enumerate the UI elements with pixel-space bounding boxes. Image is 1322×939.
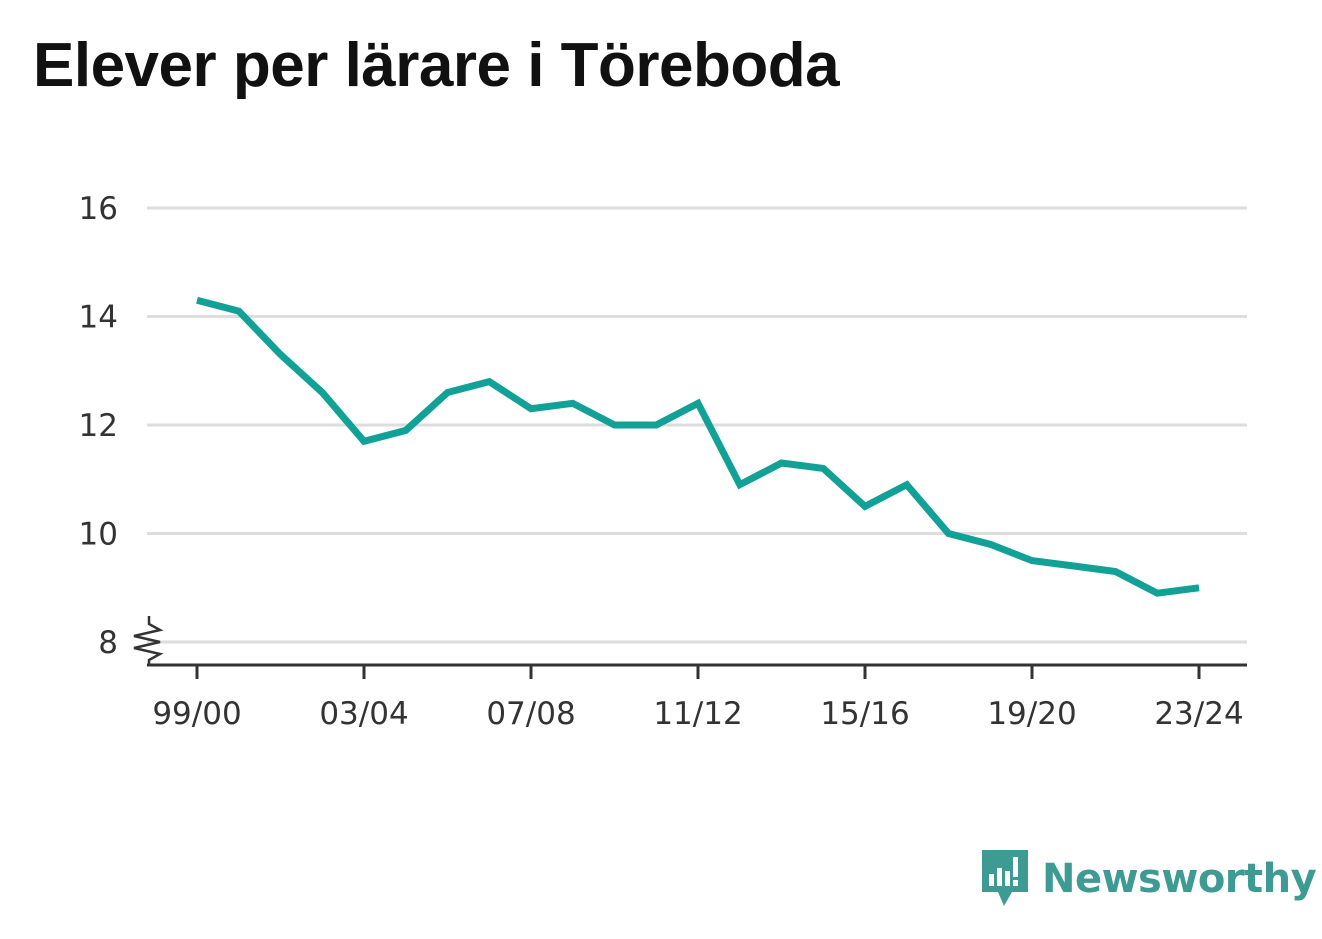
y-tick-label: 12	[79, 408, 118, 444]
series-layer	[196, 296, 1200, 597]
newsworthy-logo-icon	[982, 850, 1028, 906]
x-tick-label: 07/08	[486, 696, 575, 732]
y-tick-label: 16	[79, 191, 118, 227]
x-tick-label: 15/16	[820, 696, 909, 732]
x-tick-label: 99/00	[152, 696, 241, 732]
y-axis-ticks: 8 10 12 14 16	[79, 191, 118, 661]
y-tick-label: 10	[79, 517, 118, 553]
y-tick-label: 8	[98, 625, 118, 661]
newsworthy-brand: Newsworthy	[980, 848, 1317, 910]
x-tick-label: 03/04	[319, 696, 408, 732]
x-axis-ticks: 99/00 03/04 07/08 11/12 15/16 19/20 23/24	[152, 665, 1244, 732]
x-tick-label: 11/12	[653, 696, 742, 732]
y-axis-break-icon	[133, 616, 164, 665]
x-tick-label: 23/24	[1154, 696, 1243, 732]
x-tick-label: 19/20	[987, 696, 1076, 732]
chart-title: Elever per lärare i Töreboda	[33, 31, 840, 100]
grid-lines	[147, 206, 1247, 644]
brand-name: Newsworthy	[1042, 856, 1317, 902]
y-tick-label: 14	[79, 300, 118, 336]
series-line-0	[196, 296, 1200, 597]
